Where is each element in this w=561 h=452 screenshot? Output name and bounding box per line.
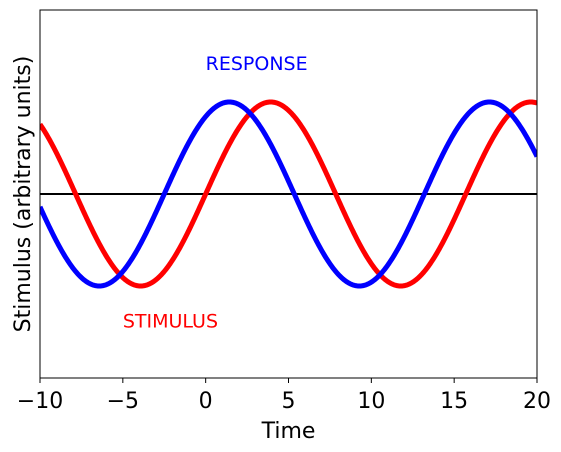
x-tick-label: −5 (107, 389, 139, 414)
plot-area (40, 99, 537, 289)
x-tick-label: 5 (282, 389, 296, 414)
annotation-stimulus: STIMULUS (123, 310, 218, 332)
x-axis-label: Time (261, 419, 316, 444)
x-tick-label: 20 (523, 389, 551, 414)
x-tick-label: −10 (17, 389, 63, 414)
series-line-response (40, 99, 537, 289)
series-line-stimulus (40, 99, 537, 289)
annotations: RESPONSE STIMULUS (123, 53, 308, 333)
x-axis: −10 −5 0 5 10 15 20 (17, 378, 551, 414)
x-tick-label: 10 (357, 389, 385, 414)
annotation-response: RESPONSE (206, 53, 308, 75)
x-tick-label: 0 (199, 389, 213, 414)
x-tick-label: 15 (440, 389, 468, 414)
y-axis-label: Stimulus (arbitrary units) (11, 56, 36, 333)
